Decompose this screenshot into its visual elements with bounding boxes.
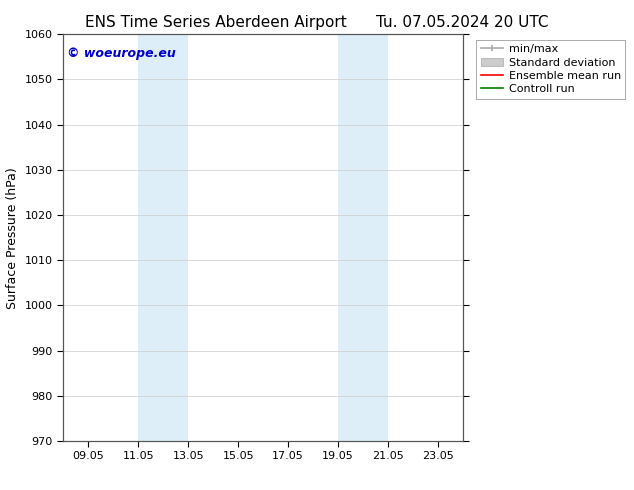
- Bar: [338, 34, 388, 441]
- Text: © woeurope.eu: © woeurope.eu: [67, 47, 176, 59]
- Legend: min/max, Standard deviation, Ensemble mean run, Controll run: min/max, Standard deviation, Ensemble me…: [476, 40, 625, 99]
- Bar: [138, 34, 188, 441]
- Y-axis label: Surface Pressure (hPa): Surface Pressure (hPa): [6, 167, 19, 309]
- Text: ENS Time Series Aberdeen Airport      Tu. 07.05.2024 20 UTC: ENS Time Series Aberdeen Airport Tu. 07.…: [85, 15, 549, 30]
